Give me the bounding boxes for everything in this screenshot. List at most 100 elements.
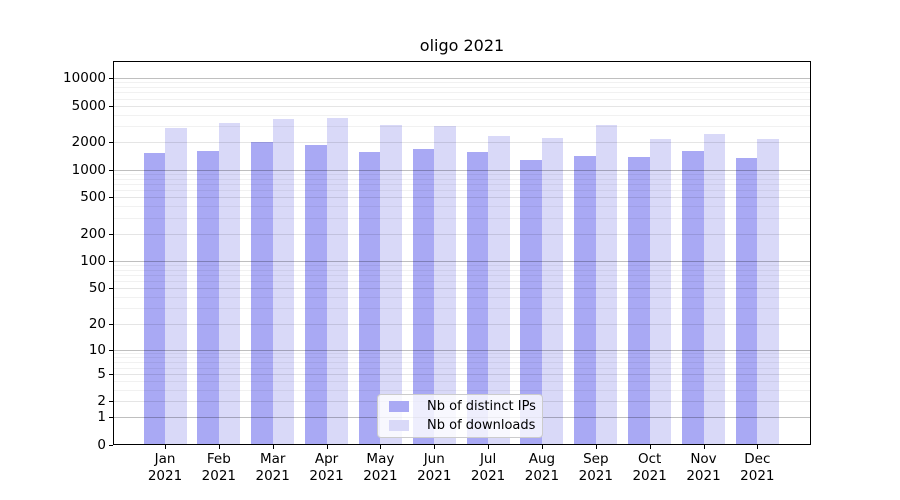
bar-distinct-ips-mar bbox=[251, 142, 273, 445]
x-tick-label-aug: Aug 2021 bbox=[524, 451, 560, 484]
y-tick-mark bbox=[109, 445, 113, 446]
bar-distinct-ips-sep bbox=[574, 155, 596, 445]
y-tick-label-20: 20 bbox=[88, 315, 106, 332]
y-tick-mark bbox=[109, 288, 113, 290]
gridline bbox=[114, 261, 810, 263]
gridline bbox=[114, 114, 810, 116]
bar-distinct-ips-dec bbox=[735, 158, 758, 445]
x-tick-mark bbox=[165, 445, 166, 449]
bar-distinct-ips-oct bbox=[628, 157, 650, 445]
y-tick-label-1: 1 bbox=[97, 409, 106, 426]
y-tick-label-50: 50 bbox=[88, 280, 106, 297]
chart-title: oligo 2021 bbox=[419, 36, 505, 55]
gridline bbox=[114, 174, 810, 176]
x-tick-mark bbox=[218, 445, 220, 449]
x-tick-label-sep: Sep 2021 bbox=[578, 451, 613, 484]
y-tick-label-5000: 5000 bbox=[71, 97, 106, 114]
gridline bbox=[114, 197, 810, 199]
gridline bbox=[114, 389, 810, 391]
gridline bbox=[114, 87, 810, 89]
gridline bbox=[114, 82, 810, 84]
y-tick-mark bbox=[109, 105, 113, 107]
y-tick-mark bbox=[109, 323, 113, 325]
y-tick-label-2: 2 bbox=[97, 393, 106, 410]
gridline bbox=[114, 217, 810, 219]
gridline bbox=[114, 281, 810, 283]
y-tick-mark bbox=[109, 169, 113, 171]
bar-distinct-ips-may bbox=[358, 151, 381, 445]
bar-distinct-ips-nov bbox=[682, 150, 704, 445]
x-tick-label-nov: Nov 2021 bbox=[686, 451, 721, 484]
x-tick-label-may: May 2021 bbox=[363, 451, 398, 484]
bar-downloads-apr bbox=[326, 118, 349, 445]
gridline bbox=[114, 349, 810, 351]
gridline bbox=[114, 190, 810, 192]
x-tick-mark bbox=[272, 445, 274, 449]
y-tick-label-500: 500 bbox=[80, 189, 106, 206]
y-tick-label-200: 200 bbox=[80, 225, 106, 242]
bar-downloads-feb bbox=[218, 122, 241, 445]
bar-downloads-jul bbox=[488, 135, 510, 445]
gridline bbox=[114, 206, 810, 208]
gridline bbox=[114, 184, 810, 186]
y-tick-label-2000: 2000 bbox=[71, 134, 106, 151]
x-tick-label-mar: Mar 2021 bbox=[255, 451, 290, 484]
y-tick-mark bbox=[109, 349, 113, 351]
gridline bbox=[114, 78, 810, 80]
y-tick-mark bbox=[109, 142, 113, 144]
y-tick-mark bbox=[109, 197, 113, 199]
bar-distinct-ips-aug bbox=[520, 159, 542, 445]
gridline bbox=[114, 308, 810, 310]
y-tick-label-1000: 1000 bbox=[71, 161, 106, 178]
legend-item-downloads: Nb of downloads bbox=[386, 418, 535, 434]
bar-distinct-ips-jul bbox=[466, 151, 489, 445]
gridline bbox=[114, 288, 810, 290]
gridline bbox=[114, 380, 810, 382]
y-tick-mark bbox=[109, 78, 113, 80]
x-tick-label-jan: Jan 2021 bbox=[147, 451, 183, 484]
bar-downloads-sep bbox=[595, 124, 618, 445]
x-tick-mark bbox=[703, 445, 705, 449]
x-tick-label-oct: Oct 2021 bbox=[632, 451, 667, 484]
y-tick-mark bbox=[109, 261, 113, 263]
bar-distinct-ips-jun bbox=[412, 148, 435, 445]
legend-swatch-downloads bbox=[389, 419, 409, 431]
x-tick-label-jul: Jul 2021 bbox=[470, 451, 506, 484]
gridline bbox=[114, 362, 810, 364]
x-tick-mark bbox=[541, 445, 543, 449]
x-tick-mark bbox=[488, 445, 490, 449]
y-tick-mark bbox=[109, 233, 113, 235]
x-tick-mark bbox=[434, 445, 436, 449]
bar-downloads-oct bbox=[649, 139, 672, 445]
gridline bbox=[114, 233, 810, 235]
gridline bbox=[114, 373, 810, 375]
x-tick-mark bbox=[757, 445, 759, 449]
y-tick-mark bbox=[109, 373, 113, 375]
x-tick-mark bbox=[649, 445, 651, 449]
x-tick-mark bbox=[326, 445, 328, 449]
x-tick-mark bbox=[595, 445, 597, 449]
bar-distinct-ips-jan bbox=[143, 152, 165, 445]
bar-downloads-nov bbox=[703, 134, 725, 445]
gridline bbox=[114, 323, 810, 325]
gridline bbox=[114, 275, 810, 277]
bar-downloads-dec bbox=[757, 139, 779, 445]
gridline bbox=[114, 126, 810, 128]
y-tick-label-10: 10 bbox=[88, 341, 106, 358]
x-tick-label-dec: Dec 2021 bbox=[740, 451, 775, 484]
y-tick-label-10000: 10000 bbox=[63, 70, 106, 87]
bar-downloads-jan bbox=[165, 128, 187, 445]
gridline bbox=[114, 178, 810, 180]
x-tick-label-jun: Jun 2021 bbox=[417, 451, 452, 484]
gridline bbox=[114, 105, 810, 107]
legend-item-distinct-ips: Nb of distinct IPs bbox=[386, 399, 536, 415]
legend-swatch-distinct-ips bbox=[389, 401, 409, 413]
bar-distinct-ips-apr bbox=[305, 144, 327, 445]
bar-downloads-jun bbox=[434, 126, 456, 445]
gridline bbox=[114, 265, 810, 267]
bar-distinct-ips-feb bbox=[197, 151, 219, 445]
y-tick-mark bbox=[109, 401, 113, 403]
gridline bbox=[114, 269, 810, 271]
gridline bbox=[114, 367, 810, 369]
